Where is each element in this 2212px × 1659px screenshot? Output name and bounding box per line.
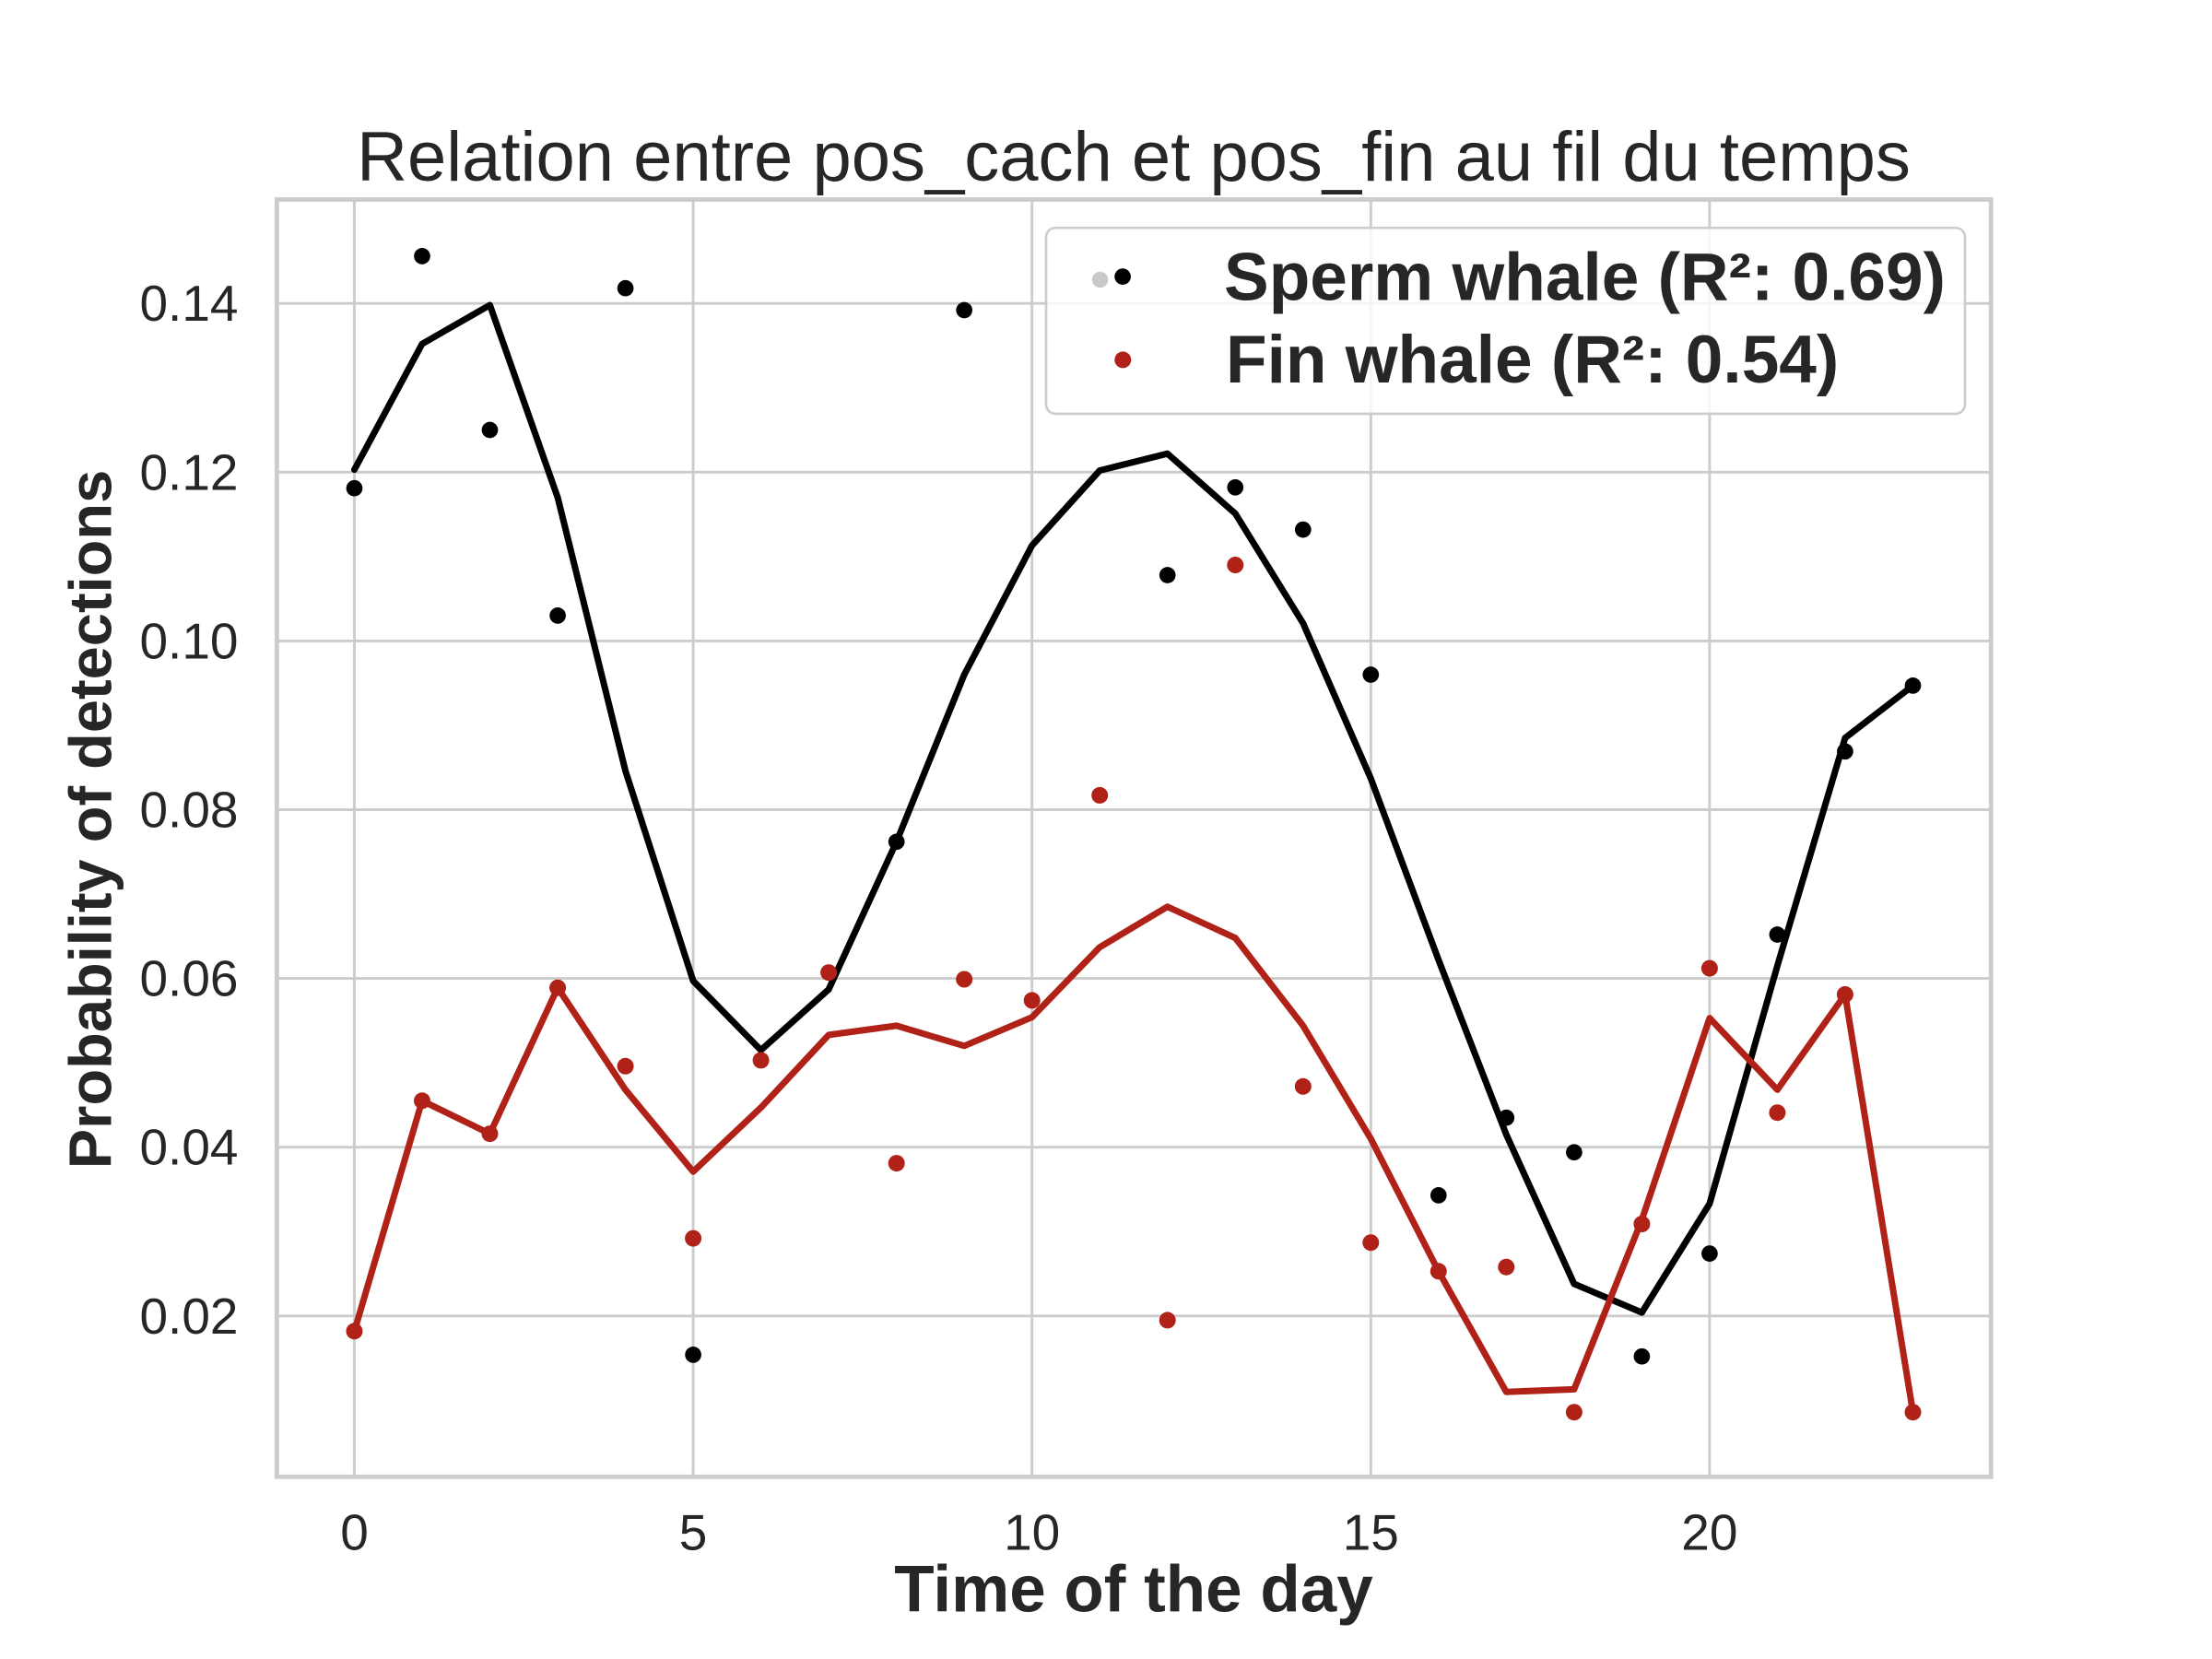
svg-text:Relation entre pos_cach et pos: Relation entre pos_cach et pos_fin au fi… — [357, 118, 1911, 196]
svg-text:15: 15 — [1343, 1504, 1399, 1561]
svg-text:0.10: 0.10 — [139, 612, 238, 669]
svg-text:0.06: 0.06 — [139, 950, 238, 1007]
svg-text:0.08: 0.08 — [139, 782, 238, 839]
svg-text:0.12: 0.12 — [139, 443, 238, 500]
svg-text:0: 0 — [340, 1504, 369, 1561]
svg-text:Time of the day: Time of the day — [894, 1554, 1373, 1627]
svg-text:0.04: 0.04 — [139, 1119, 238, 1176]
svg-text:5: 5 — [679, 1504, 708, 1561]
svg-text:Sperm whale (R²: 0.69): Sperm whale (R²: 0.69) — [1224, 241, 1946, 315]
svg-text:0.14: 0.14 — [139, 275, 238, 332]
svg-text:Probability of detections: Probability of detections — [57, 470, 124, 1169]
svg-text:10: 10 — [1004, 1504, 1060, 1561]
svg-text:Fin whale (R²: 0.54): Fin whale (R²: 0.54) — [1226, 323, 1839, 397]
svg-text:20: 20 — [1681, 1504, 1737, 1561]
svg-text:0.02: 0.02 — [139, 1288, 238, 1345]
